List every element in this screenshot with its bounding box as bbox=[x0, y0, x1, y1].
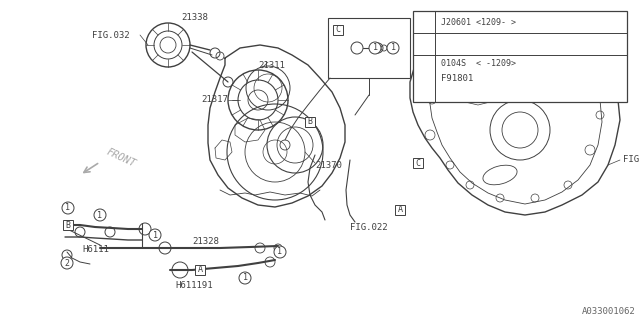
Text: C: C bbox=[335, 26, 340, 35]
Text: B: B bbox=[65, 220, 70, 229]
Circle shape bbox=[369, 42, 381, 54]
Text: FIG.032: FIG.032 bbox=[92, 30, 130, 39]
Text: 21370: 21370 bbox=[315, 161, 342, 170]
Text: 0104S  < -1209>: 0104S < -1209> bbox=[441, 59, 516, 68]
Text: 1: 1 bbox=[65, 204, 70, 212]
Bar bbox=[413, 158, 423, 168]
Text: 1: 1 bbox=[372, 44, 378, 52]
Bar bbox=[305, 117, 315, 127]
Text: 1: 1 bbox=[278, 247, 282, 257]
Text: H6111: H6111 bbox=[82, 245, 109, 254]
Text: 2: 2 bbox=[65, 259, 70, 268]
Bar bbox=[195, 265, 205, 275]
Text: FIG.022: FIG.022 bbox=[350, 223, 388, 233]
Bar bbox=[413, 11, 627, 102]
Bar bbox=[63, 220, 73, 230]
Text: H611191: H611191 bbox=[175, 281, 212, 290]
Text: 21311: 21311 bbox=[259, 60, 285, 69]
Text: FIG.031: FIG.031 bbox=[623, 156, 640, 164]
Text: 21338: 21338 bbox=[182, 13, 209, 22]
Bar bbox=[333, 25, 343, 35]
Text: 1: 1 bbox=[243, 274, 248, 283]
Text: 1: 1 bbox=[152, 230, 157, 239]
Text: A: A bbox=[397, 205, 403, 214]
Text: B: B bbox=[307, 117, 312, 126]
Circle shape bbox=[417, 37, 431, 51]
Text: 1: 1 bbox=[421, 74, 426, 83]
Bar bbox=[328, 18, 410, 78]
Text: 1: 1 bbox=[390, 44, 396, 52]
Circle shape bbox=[61, 257, 73, 269]
Text: J20601 <1209- >: J20601 <1209- > bbox=[441, 18, 516, 27]
Text: F91801: F91801 bbox=[441, 74, 473, 83]
Circle shape bbox=[274, 246, 286, 258]
Circle shape bbox=[417, 72, 431, 86]
Circle shape bbox=[149, 229, 161, 241]
Bar bbox=[395, 205, 405, 215]
Text: FRONT: FRONT bbox=[105, 147, 138, 169]
Circle shape bbox=[239, 272, 251, 284]
Text: 1: 1 bbox=[97, 211, 102, 220]
Circle shape bbox=[387, 42, 399, 54]
Circle shape bbox=[94, 209, 106, 221]
Text: 2: 2 bbox=[421, 40, 426, 49]
Text: A: A bbox=[198, 266, 202, 275]
Text: C: C bbox=[415, 158, 420, 167]
Text: A033001062: A033001062 bbox=[582, 307, 636, 316]
Text: 21328: 21328 bbox=[192, 237, 219, 246]
Circle shape bbox=[62, 202, 74, 214]
Text: 21317: 21317 bbox=[201, 95, 228, 105]
